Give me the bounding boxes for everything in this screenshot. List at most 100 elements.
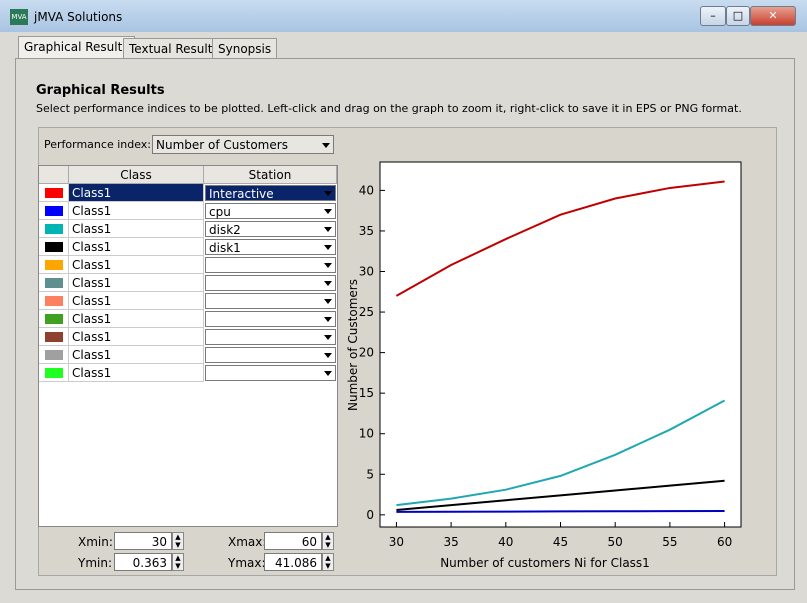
y-tick-label: 35 (359, 224, 374, 238)
station-value: cpu (209, 205, 231, 219)
station-value: disk2 (209, 223, 241, 237)
range-label: Ymax: (228, 556, 266, 570)
plot-area (379, 161, 742, 528)
range-label: Xmin: (78, 535, 113, 549)
station-select[interactable] (205, 329, 336, 345)
y-tick-label: 40 (359, 183, 374, 197)
panel-description: Select performance indices to be plotted… (36, 102, 742, 115)
color-swatch (45, 296, 63, 306)
range-input[interactable]: 60 (264, 532, 322, 550)
station-select[interactable] (205, 365, 336, 381)
x-tick-label: 30 (389, 535, 404, 549)
class-cell: Class1 (69, 220, 204, 238)
color-swatch (45, 260, 63, 270)
y-tick-label: 10 (359, 427, 374, 441)
class-cell: Class1 (69, 184, 204, 202)
class-cell: Class1 (69, 256, 204, 274)
x-tick-label: 60 (717, 535, 732, 549)
spinner[interactable]: ▲ ▼ (172, 553, 184, 571)
station-select[interactable] (205, 275, 336, 291)
class-cell: Class1 (69, 202, 204, 220)
color-swatch (45, 350, 63, 360)
color-cell (39, 346, 69, 364)
spinner[interactable]: ▲ ▼ (172, 532, 184, 550)
tab[interactable]: Graphical Results (18, 36, 135, 59)
station-select[interactable]: Interactive (205, 185, 336, 201)
station-select[interactable]: cpu (205, 203, 336, 219)
x-tick-label: 55 (662, 535, 677, 549)
x-tick-label: 40 (498, 535, 513, 549)
station-select[interactable] (205, 257, 336, 273)
maximize-button[interactable]: □ (726, 6, 750, 26)
color-cell (39, 256, 69, 274)
series-line (395, 180, 725, 297)
app-icon: MVA (10, 9, 28, 25)
spinner[interactable]: ▲ ▼ (322, 553, 334, 571)
station-table: Class Station Class1 Interactive Class1 cpu… (38, 165, 338, 527)
color-cell (39, 220, 69, 238)
window-title: jMVA Solutions (34, 10, 123, 24)
station-select[interactable]: disk1 (205, 239, 336, 255)
x-tick-label: 50 (608, 535, 623, 549)
station-select[interactable] (205, 347, 336, 363)
close-button[interactable]: ✕ (750, 6, 796, 26)
tab[interactable]: Synopsis (212, 38, 278, 59)
class-cell: Class1 (69, 238, 204, 256)
color-swatch (45, 368, 63, 378)
color-swatch (45, 332, 63, 342)
y-tick-label: 25 (359, 305, 374, 319)
range-input[interactable]: 0.363 (114, 553, 172, 571)
color-swatch (45, 188, 63, 198)
series-line (396, 509, 725, 513)
title-bar: MVA jMVA Solutions – □ ✕ (0, 0, 807, 32)
spinner[interactable]: ▲ ▼ (322, 532, 334, 550)
y-axis-label: Number of Customers (346, 279, 360, 411)
series-line (396, 399, 726, 507)
color-cell (39, 292, 69, 310)
tab[interactable]: Textual Results (123, 38, 225, 59)
color-cell (39, 364, 69, 382)
header-cell: Class (69, 166, 204, 184)
color-swatch (45, 242, 63, 252)
color-cell (39, 310, 69, 328)
y-tick-label: 0 (366, 508, 374, 522)
color-swatch (45, 278, 63, 288)
color-swatch (45, 224, 63, 234)
x-tick-label: 35 (443, 535, 458, 549)
index-select[interactable]: Number of Customers (152, 135, 334, 154)
chart[interactable]: Number of customers Ni for Class1 Number… (340, 150, 750, 574)
station-value: Interactive (209, 187, 274, 201)
minimize-button[interactable]: – (700, 6, 726, 26)
color-cell (39, 328, 69, 346)
color-cell (39, 238, 69, 256)
station-select[interactable]: disk2 (205, 221, 336, 237)
range-input[interactable]: 30 (114, 532, 172, 550)
color-cell (39, 202, 69, 220)
y-tick-label: 20 (359, 346, 374, 360)
y-tick-label: 5 (366, 467, 374, 481)
series-line (396, 479, 725, 511)
class-cell: Class1 (69, 328, 204, 346)
panel-title: Graphical Results (36, 83, 165, 98)
class-cell: Class1 (69, 274, 204, 292)
header-cell: Station (204, 166, 337, 184)
x-axis-label: Number of customers Ni for Class1 (440, 556, 650, 570)
header-cell (39, 166, 69, 184)
station-select[interactable] (205, 293, 336, 309)
x-tick-label: 45 (553, 535, 568, 549)
class-cell: Class1 (69, 292, 204, 310)
color-cell (39, 184, 69, 202)
station-value: disk1 (209, 241, 241, 255)
color-swatch (45, 314, 63, 324)
y-tick-label: 30 (359, 265, 374, 279)
color-cell (39, 274, 69, 292)
index-label: Performance index: (44, 138, 152, 151)
class-cell: Class1 (69, 310, 204, 328)
range-input[interactable]: 41.086 (264, 553, 322, 571)
class-cell: Class1 (69, 346, 204, 364)
range-label: Ymin: (78, 556, 113, 570)
index-value: Number of Customers (156, 138, 288, 152)
y-tick-label: 15 (359, 386, 374, 400)
station-select[interactable] (205, 311, 336, 327)
